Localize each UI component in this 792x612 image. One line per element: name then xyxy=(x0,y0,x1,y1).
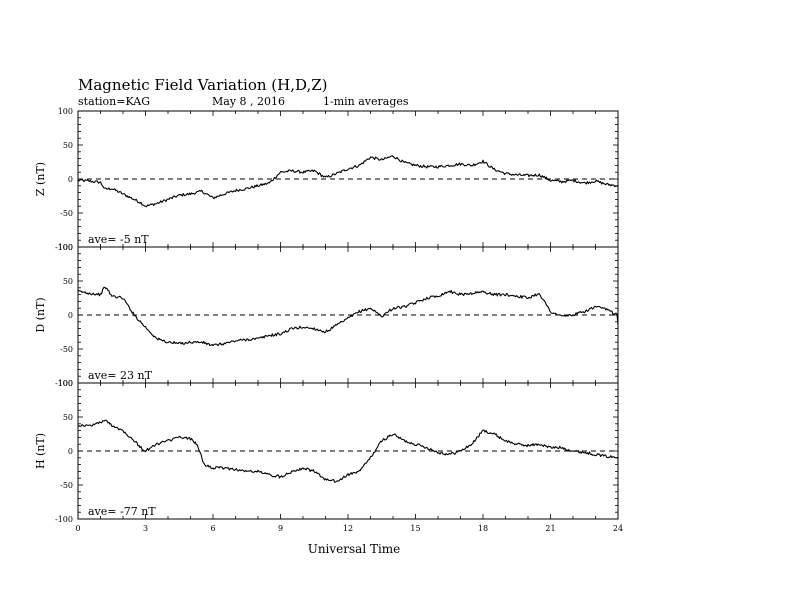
panel-z-ytick-label: -50 xyxy=(60,209,73,218)
date-label: May 8 , 2016 xyxy=(212,95,285,108)
x-tick-label: 15 xyxy=(410,524,420,533)
panel-h-ylabel: H (nT) xyxy=(34,433,47,469)
averaging-label: 1-min averages xyxy=(323,95,409,108)
x-tick-label: 21 xyxy=(545,524,555,533)
x-tick-label: 12 xyxy=(343,524,353,533)
panel-d-average: ave= 23 nT xyxy=(88,369,153,382)
panel-h-ytick-label: 0 xyxy=(68,447,73,456)
panel-d-ytick-label: -100 xyxy=(55,379,73,388)
panel-z-average: ave= -5 nT xyxy=(88,233,149,246)
panel-z-series-line xyxy=(77,155,619,208)
panel-d-ytick-label: 100 xyxy=(58,243,73,252)
panel-d-ylabel: D (nT) xyxy=(34,297,47,332)
panel-d-ytick-label: 50 xyxy=(63,277,73,286)
panel-d-ytick-label: 0 xyxy=(68,311,73,320)
panels-group: 100 50 0 -50 -100 Z (nT) ave= -5 nT 100 50 0 -50 -1… xyxy=(34,107,619,524)
panel-h-series-line xyxy=(77,419,618,483)
panel-z-ytick-label: 0 xyxy=(68,175,73,184)
panel-h-ytick-label: 50 xyxy=(63,413,73,422)
panel-z-ytick-label: -100 xyxy=(55,243,73,252)
x-axis-label: Universal Time xyxy=(308,542,401,556)
panel-h-average: ave= -77 nT xyxy=(88,505,156,518)
panel-h-ytick-label: 100 xyxy=(58,379,73,388)
x-axis: 0 3 6 9 12 15 18 21 24 xyxy=(75,524,623,533)
panel-h-ytick-label: -50 xyxy=(60,481,73,490)
x-tick-label: 0 xyxy=(75,524,80,533)
x-tick-label: 9 xyxy=(278,524,283,533)
x-tick-label: 24 xyxy=(613,524,623,533)
panel-z-ytick-label: 100 xyxy=(58,107,73,116)
panel-d-series-line xyxy=(77,286,619,347)
x-tick-label: 18 xyxy=(478,524,488,533)
station-label: station=KAG xyxy=(78,95,150,108)
panel-h-ytick-label: -100 xyxy=(55,515,73,524)
x-tick-label: 3 xyxy=(143,524,148,533)
x-tick-label: 6 xyxy=(210,524,215,533)
chart-title: Magnetic Field Variation (H,D,Z) xyxy=(78,76,328,94)
panel-z-ytick-label: 50 xyxy=(63,141,73,150)
panel-d-ytick-label: -50 xyxy=(60,345,73,354)
panel-z-ylabel: Z (nT) xyxy=(34,162,47,196)
